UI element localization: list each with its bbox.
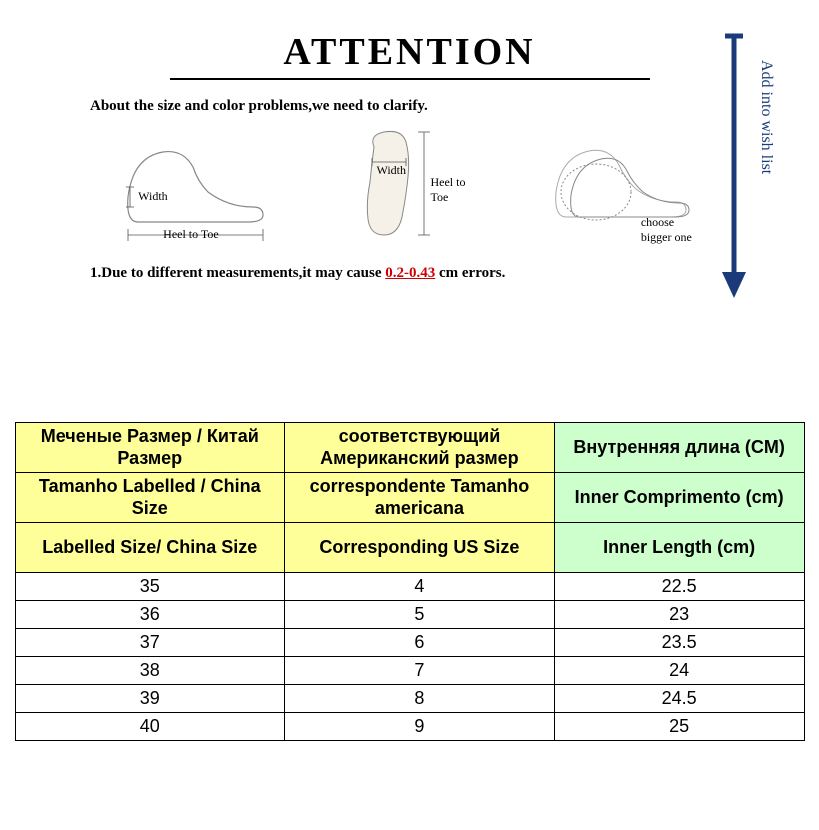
cell: 35: [15, 573, 285, 601]
foot-diagrams: Width Heel to Toe Width Heel to Toe: [60, 127, 759, 257]
cell: 40: [15, 713, 285, 741]
wishlist-arrow-icon: [719, 30, 749, 300]
table-row: 35 4 22.5: [15, 573, 804, 601]
cell: 8: [285, 685, 555, 713]
header-pt-0: Tamanho Labelled / China Size: [15, 473, 285, 523]
choose-label: choose bigger one: [641, 215, 692, 245]
footprint-diagram: Width Heel to Toe: [334, 127, 484, 247]
cell: 38: [15, 657, 285, 685]
header-pt-1: correspondente Tamanho americana: [285, 473, 555, 523]
header-row-ru: Меченые Размер / Китай Размер соответств…: [15, 423, 804, 473]
header-en-2: Inner Length (cm): [554, 523, 804, 573]
width-label-2: Width: [376, 163, 406, 178]
cell: 24: [554, 657, 804, 685]
attention-section: ATTENTION About the size and color probl…: [0, 0, 819, 302]
foot-side-diagram: Width Heel to Toe: [108, 137, 278, 247]
header-row-pt: Tamanho Labelled / China Size correspond…: [15, 473, 804, 523]
heeltoe-label-1: Heel to Toe: [163, 227, 219, 242]
wishlist-text: Add into wish list: [757, 60, 775, 174]
table-row: 40 9 25: [15, 713, 804, 741]
cell: 23: [554, 601, 804, 629]
header-ru-0: Меченые Размер / Китай Размер: [15, 423, 285, 473]
table-row: 39 8 24.5: [15, 685, 804, 713]
cell: 23.5: [554, 629, 804, 657]
cell: 9: [285, 713, 555, 741]
cell: 22.5: [554, 573, 804, 601]
note-suffix: cm errors.: [435, 265, 505, 281]
cell: 6: [285, 629, 555, 657]
heeltoe-label-2: Heel to Toe: [430, 175, 484, 205]
cell: 36: [15, 601, 285, 629]
cell: 24.5: [554, 685, 804, 713]
cell: 7: [285, 657, 555, 685]
attention-subtitle: About the size and color problems,we nee…: [90, 98, 759, 115]
size-table: Меченые Размер / Китай Размер соответств…: [15, 422, 805, 741]
header-row-en: Labelled Size/ China Size Corresponding …: [15, 523, 804, 573]
width-label-1: Width: [138, 189, 168, 204]
cell: 5: [285, 601, 555, 629]
cell: 37: [15, 629, 285, 657]
measurement-note: 1.Due to different measurements,it may c…: [90, 265, 759, 282]
foot-compare-diagram: choose bigger one: [541, 137, 711, 247]
header-pt-2: Inner Comprimento (cm): [554, 473, 804, 523]
note-highlight: 0.2-0.43: [385, 265, 435, 281]
table-row: 37 6 23.5: [15, 629, 804, 657]
attention-title: ATTENTION: [170, 30, 650, 80]
header-ru-2: Внутренняя длина (CM): [554, 423, 804, 473]
cell: 39: [15, 685, 285, 713]
cell: 4: [285, 573, 555, 601]
header-en-0: Labelled Size/ China Size: [15, 523, 285, 573]
cell: 25: [554, 713, 804, 741]
header-ru-1: соответствующий Американский размер: [285, 423, 555, 473]
header-en-1: Corresponding US Size: [285, 523, 555, 573]
table-row: 38 7 24: [15, 657, 804, 685]
note-prefix: 1.Due to different measurements,it may c…: [90, 265, 385, 281]
table-row: 36 5 23: [15, 601, 804, 629]
